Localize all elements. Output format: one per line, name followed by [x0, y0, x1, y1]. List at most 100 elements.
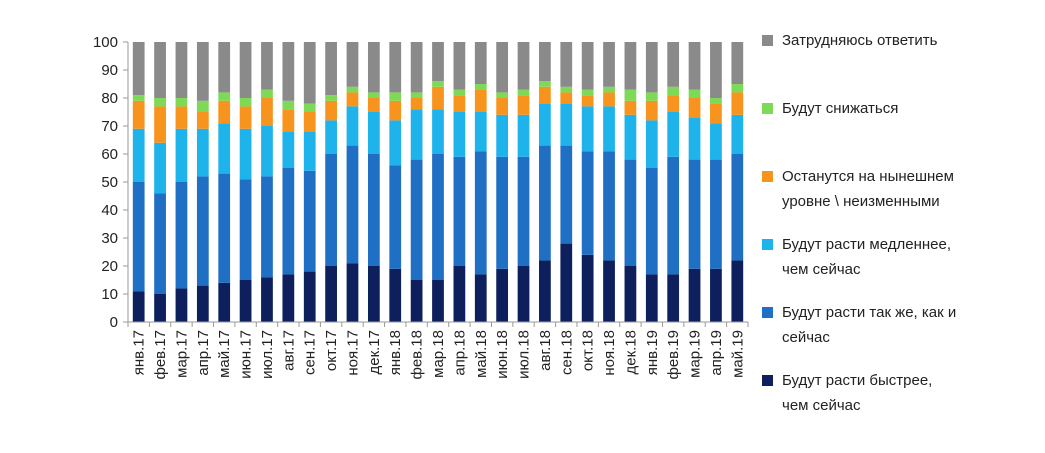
bar-segment — [432, 81, 444, 87]
bar-stack — [453, 42, 466, 322]
bar-segment — [603, 92, 615, 107]
bar-segment — [261, 89, 273, 98]
bar-stack — [667, 42, 680, 322]
bar-segment — [517, 114, 530, 157]
bar-segment — [624, 89, 637, 101]
x-tick-label: ноя.17 — [344, 330, 361, 376]
bar-segment — [667, 156, 680, 275]
legend-label: Будут расти быстрее, чем сейчас — [782, 372, 933, 414]
bar-segment — [432, 280, 444, 322]
bar-segment — [645, 168, 658, 275]
bar-segment — [367, 98, 380, 112]
bar-segment — [303, 131, 316, 171]
bar-segment — [154, 42, 166, 98]
bar-segment — [645, 274, 658, 322]
bar-segment — [539, 145, 551, 261]
bar-segment — [132, 95, 145, 101]
bar-segment — [282, 42, 295, 101]
bar-segment — [560, 42, 573, 87]
x-axis: янв.17 фев.17 мар.17 апр.17 май.17 июн.17 июл.… — [127, 321, 749, 380]
bar-segment — [132, 100, 145, 129]
bar-segment — [196, 100, 209, 112]
bar-segment — [517, 266, 530, 322]
legend-item: Останутся на нынешнем уровне \ неизменны… — [762, 166, 1042, 214]
bar-segment — [517, 42, 530, 90]
legend-label: Затрудняюсь ответить — [782, 32, 938, 49]
bar-segment — [196, 42, 209, 101]
bar-segment — [731, 154, 744, 261]
bar-segment — [432, 86, 444, 110]
bar-segment — [282, 109, 295, 132]
bar-segment — [282, 131, 295, 168]
bar-segment — [282, 274, 295, 322]
bar-segment — [581, 89, 594, 96]
bar-stack — [303, 42, 316, 322]
x-tick-label: янв.17 — [131, 330, 148, 375]
bar-segment — [474, 89, 487, 112]
bar-segment — [367, 42, 380, 93]
bar-segment — [624, 266, 637, 322]
bar-segment — [710, 103, 722, 124]
bar-segment — [175, 106, 188, 129]
bar-segment — [303, 103, 316, 112]
bar-segment — [432, 42, 444, 82]
bar-segment — [218, 173, 231, 283]
bar-segment — [710, 42, 722, 98]
bar-stack — [560, 42, 573, 322]
bar-segment — [539, 86, 551, 104]
bar-segment — [389, 42, 402, 93]
legend-item: Будут снижаться — [762, 98, 1042, 121]
x-tick-label: мар.19 — [687, 330, 704, 378]
legend-label: Будут расти так же, как и сейчас — [782, 304, 957, 346]
bar-segment — [496, 156, 509, 269]
bar-segment — [667, 95, 680, 112]
legend-label: Будут расти медленнее, чем сейчас — [782, 236, 951, 278]
bar-segment — [603, 151, 615, 261]
bar-stack — [239, 42, 252, 322]
bar-stack — [581, 42, 594, 322]
bar-segment — [346, 92, 359, 107]
bar-stack — [539, 42, 551, 322]
bar-segment — [303, 42, 316, 104]
bars — [132, 42, 744, 322]
legend-swatch — [762, 103, 773, 114]
legend-item: Затрудняюсь ответить — [762, 30, 1042, 53]
bar-segment — [560, 145, 573, 244]
bar-segment — [175, 42, 188, 98]
bar-segment — [560, 243, 573, 322]
bar-segment — [710, 123, 722, 160]
bar-segment — [667, 112, 680, 157]
x-tick-label: авг.18 — [537, 330, 554, 371]
bar-segment — [154, 193, 166, 294]
legend-item: Будут расти так же, как и сейчас — [762, 302, 1042, 350]
legend-label: Будут снижаться — [782, 100, 899, 117]
x-tick-label: апр.18 — [451, 330, 468, 376]
y-tick-label: 80 — [101, 90, 118, 107]
bar-stack — [517, 42, 530, 322]
bar-segment — [239, 280, 252, 322]
bar-segment — [560, 103, 573, 146]
bar-segment — [496, 268, 509, 322]
bar-segment — [218, 42, 231, 93]
bar-stack — [432, 42, 444, 322]
bar-segment — [282, 168, 295, 275]
bar-stack — [132, 42, 145, 322]
bar-segment — [154, 106, 166, 143]
bar-stack — [731, 42, 744, 322]
bar-segment — [410, 109, 423, 160]
bar-stack — [624, 42, 637, 322]
bar-segment — [474, 112, 487, 152]
bar-segment — [239, 42, 252, 98]
bar-segment — [367, 112, 380, 154]
bar-segment — [688, 98, 701, 118]
bar-segment — [367, 92, 380, 98]
x-tick-label: апр.17 — [195, 330, 212, 376]
bar-segment — [624, 114, 637, 160]
bar-segment — [196, 112, 209, 129]
bar-segment — [261, 126, 273, 177]
bar-stack — [645, 42, 658, 322]
bar-segment — [432, 109, 444, 154]
y-tick-label: 90 — [101, 62, 118, 79]
x-tick-label: янв.18 — [387, 330, 404, 375]
bar-segment — [389, 268, 402, 322]
